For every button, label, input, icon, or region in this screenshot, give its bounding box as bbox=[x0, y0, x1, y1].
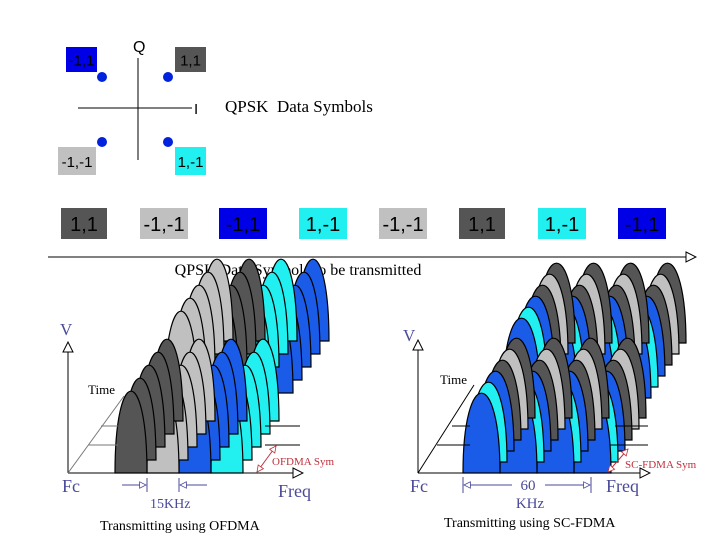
symbol-label: SC-FDMA Sym bbox=[625, 459, 697, 471]
time-axis bbox=[417, 384, 475, 474]
sequence-symbol: -1,1 bbox=[219, 208, 267, 239]
symbol-dot bbox=[163, 137, 173, 147]
symbol-dot bbox=[163, 72, 173, 82]
freq-label: Freq bbox=[606, 476, 639, 496]
ofdma-caption: Transmitting using OFDMA bbox=[100, 519, 261, 534]
constellation-point: 1,-1 bbox=[163, 137, 206, 175]
constellation-point: -1,1 bbox=[66, 47, 107, 82]
sequence-symbol: 1,-1 bbox=[538, 208, 586, 239]
symbol-label: 1,1 bbox=[180, 53, 201, 70]
symbol-box bbox=[140, 208, 188, 239]
subcarrier-hump bbox=[114, 390, 148, 474]
sequence-symbol: -1,-1 bbox=[379, 208, 427, 239]
sequence-symbol: 1,1 bbox=[459, 208, 505, 239]
symbol-label-box bbox=[58, 147, 96, 175]
constellation-title: QPSK Data Symbols bbox=[225, 97, 373, 116]
symbol-label: 1,-1 bbox=[178, 154, 204, 171]
subcarrier-hump bbox=[462, 392, 501, 474]
symbol-box bbox=[618, 208, 666, 239]
symbol-label: -1,-1 bbox=[143, 214, 184, 236]
constellation-diagram: Q I QPSK Data Symbols -1,1 1,1 -1,-1 1,-1 bbox=[58, 39, 373, 175]
symbol-box bbox=[459, 208, 505, 239]
fc-label: Fc bbox=[410, 476, 428, 496]
scfdma-caption: Transmitting using SC-FDMA bbox=[444, 516, 616, 531]
symbol-label: 1,-1 bbox=[545, 214, 579, 236]
spacing-value: 60 bbox=[521, 478, 536, 494]
symbol-label: -1,-1 bbox=[62, 154, 93, 171]
symbol-box bbox=[379, 208, 427, 239]
freq-label: Freq bbox=[278, 481, 311, 501]
scfdma-diagram: V Time Fc Freq 60 KHz SC-FDMA Sym Transm… bbox=[403, 262, 697, 531]
ofdma-diagram: V Time Fc Freq 15KHz OFDMA Sym Transmitt… bbox=[60, 258, 334, 534]
time-label: Time bbox=[88, 382, 115, 397]
fc-label: Fc bbox=[62, 476, 80, 496]
symbol-label: 1,1 bbox=[70, 214, 98, 236]
spacing-label: 15KHz bbox=[150, 497, 190, 512]
symbol-label-box bbox=[175, 147, 206, 175]
time-label: Time bbox=[440, 372, 467, 387]
sequence-symbol: 1,-1 bbox=[299, 208, 347, 239]
symbol-box bbox=[299, 208, 347, 239]
sequence-symbol: 1,1 bbox=[61, 208, 107, 239]
symbol-label: -1,1 bbox=[69, 53, 95, 70]
constellation-point: -1,-1 bbox=[58, 137, 107, 175]
symbol-box bbox=[538, 208, 586, 239]
symbol-label-box bbox=[175, 47, 206, 72]
sequence-symbol: -1,1 bbox=[618, 208, 666, 239]
symbol-sequence: 1,1 -1,-1 -1,1 1,-1 -1,-1 1,1 1,-1 -1,1 QPSK Da… bbox=[48, 208, 696, 279]
symbol-label: -1,1 bbox=[226, 214, 260, 236]
symbol-label: -1,1 bbox=[625, 214, 659, 236]
sequence-symbol: -1,-1 bbox=[140, 208, 188, 239]
spacing-unit: KHz bbox=[516, 496, 545, 512]
i-axis-label: I bbox=[194, 101, 198, 118]
symbol-label: OFDMA Sym bbox=[272, 456, 334, 468]
constellation-point: 1,1 bbox=[163, 47, 206, 82]
symbol-duration-arrow bbox=[608, 449, 628, 472]
q-axis-label: Q bbox=[133, 39, 145, 56]
symbol-label: 1,1 bbox=[468, 214, 496, 236]
symbol-duration-arrow bbox=[257, 446, 276, 472]
symbol-label: 1,-1 bbox=[306, 214, 340, 236]
symbol-label-box bbox=[66, 47, 97, 72]
symbol-box bbox=[61, 208, 107, 239]
time-axis bbox=[67, 395, 125, 474]
symbol-label: -1,-1 bbox=[382, 214, 423, 236]
v-label: V bbox=[403, 326, 416, 345]
symbol-dot bbox=[97, 137, 107, 147]
symbol-box bbox=[219, 208, 267, 239]
symbol-dot bbox=[97, 72, 107, 82]
v-label: V bbox=[60, 320, 73, 339]
